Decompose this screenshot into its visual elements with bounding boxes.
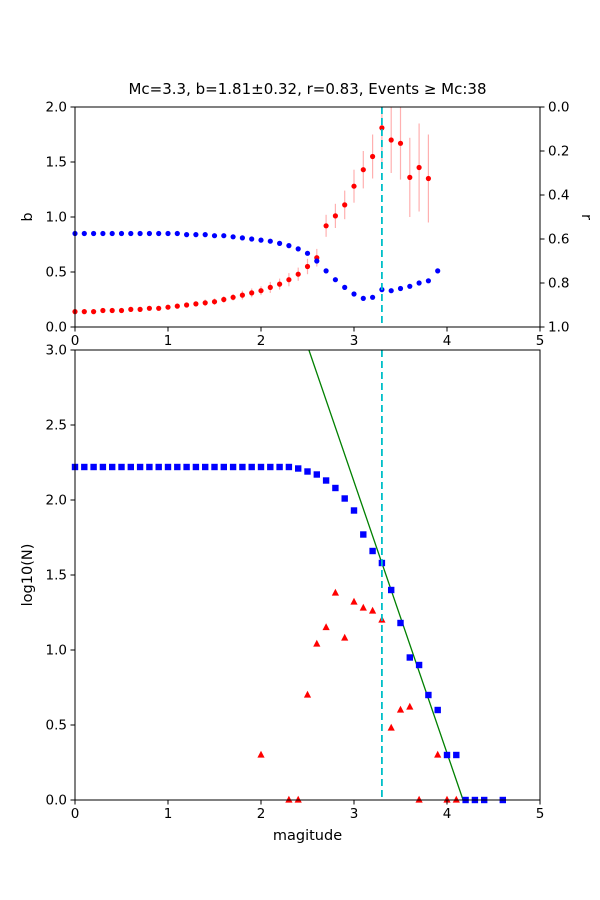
chart-title: Mc=3.3, b=1.81±0.32, r=0.83, Events ≥ Mc… bbox=[128, 80, 487, 98]
svg-text:4: 4 bbox=[443, 333, 452, 349]
frequency-magnitude-axes: 0 1 2 3 4 5 0.0 0.5 1.0 1.5 2.0 2.5 3.0 log10(N) magit… bbox=[20, 343, 544, 845]
svg-text:5: 5 bbox=[536, 806, 545, 822]
svg-text:0.0: 0.0 bbox=[46, 793, 67, 809]
svg-text:2.0: 2.0 bbox=[46, 100, 67, 116]
svg-text:1.0: 1.0 bbox=[46, 643, 67, 659]
svg-text:0.2: 0.2 bbox=[548, 144, 569, 160]
svg-text:1.0: 1.0 bbox=[548, 320, 569, 336]
svg-text:5: 5 bbox=[536, 333, 545, 349]
svg-text:0: 0 bbox=[71, 333, 80, 349]
svg-text:3: 3 bbox=[350, 333, 359, 349]
b-value-series bbox=[72, 107, 431, 315]
svg-text:0: 0 bbox=[71, 806, 80, 822]
svg-text:0.5: 0.5 bbox=[46, 718, 67, 734]
axis-ticks-and-labels: 0 1 2 3 4 5 0.0 0.5 1.0 1.5 2.0 0.0 0.2 0.4 0.6 0.8 1.0 r… bbox=[20, 100, 594, 350]
b-r-vs-cutoff-axes: 0 1 2 3 4 5 0.0 0.5 1.0 1.5 2.0 0.0 0.2 0.4 0.6 0.8 1.0 r… bbox=[20, 100, 594, 350]
svg-text:1: 1 bbox=[164, 806, 173, 822]
svg-text:1.5: 1.5 bbox=[46, 155, 67, 171]
svg-text:0.0: 0.0 bbox=[46, 320, 67, 336]
svg-text:r: r bbox=[578, 214, 594, 220]
svg-text:3.0: 3.0 bbox=[46, 343, 67, 359]
r-value-series bbox=[72, 230, 441, 301]
svg-text:1.0: 1.0 bbox=[46, 210, 67, 226]
svg-text:2: 2 bbox=[257, 333, 266, 349]
svg-text:2.5: 2.5 bbox=[46, 418, 67, 434]
axes-frame bbox=[74, 349, 541, 801]
svg-text:2.0: 2.0 bbox=[46, 493, 67, 509]
svg-text:magitude: magitude bbox=[273, 828, 342, 844]
svg-text:log10(N): log10(N) bbox=[20, 544, 36, 607]
svg-text:2: 2 bbox=[257, 806, 266, 822]
axes-frame bbox=[74, 106, 541, 328]
svg-text:b: b bbox=[20, 212, 36, 221]
svg-text:0.6: 0.6 bbox=[548, 232, 569, 248]
svg-text:4: 4 bbox=[443, 806, 452, 822]
axis-ticks-and-labels: 0 1 2 3 4 5 0.0 0.5 1.0 1.5 2.0 2.5 3.0 log10(N) magit… bbox=[20, 343, 544, 845]
svg-text:0.4: 0.4 bbox=[548, 188, 569, 204]
incremental-count-series bbox=[257, 588, 460, 803]
svg-text:0.0: 0.0 bbox=[548, 100, 569, 116]
svg-text:1: 1 bbox=[164, 333, 173, 349]
svg-text:0.5: 0.5 bbox=[46, 265, 67, 281]
cumulative-count-series bbox=[71, 463, 506, 804]
gr-fit-line bbox=[308, 349, 464, 801]
svg-text:0.8: 0.8 bbox=[548, 276, 569, 292]
svg-text:1.5: 1.5 bbox=[46, 568, 67, 584]
svg-text:3: 3 bbox=[350, 806, 359, 822]
